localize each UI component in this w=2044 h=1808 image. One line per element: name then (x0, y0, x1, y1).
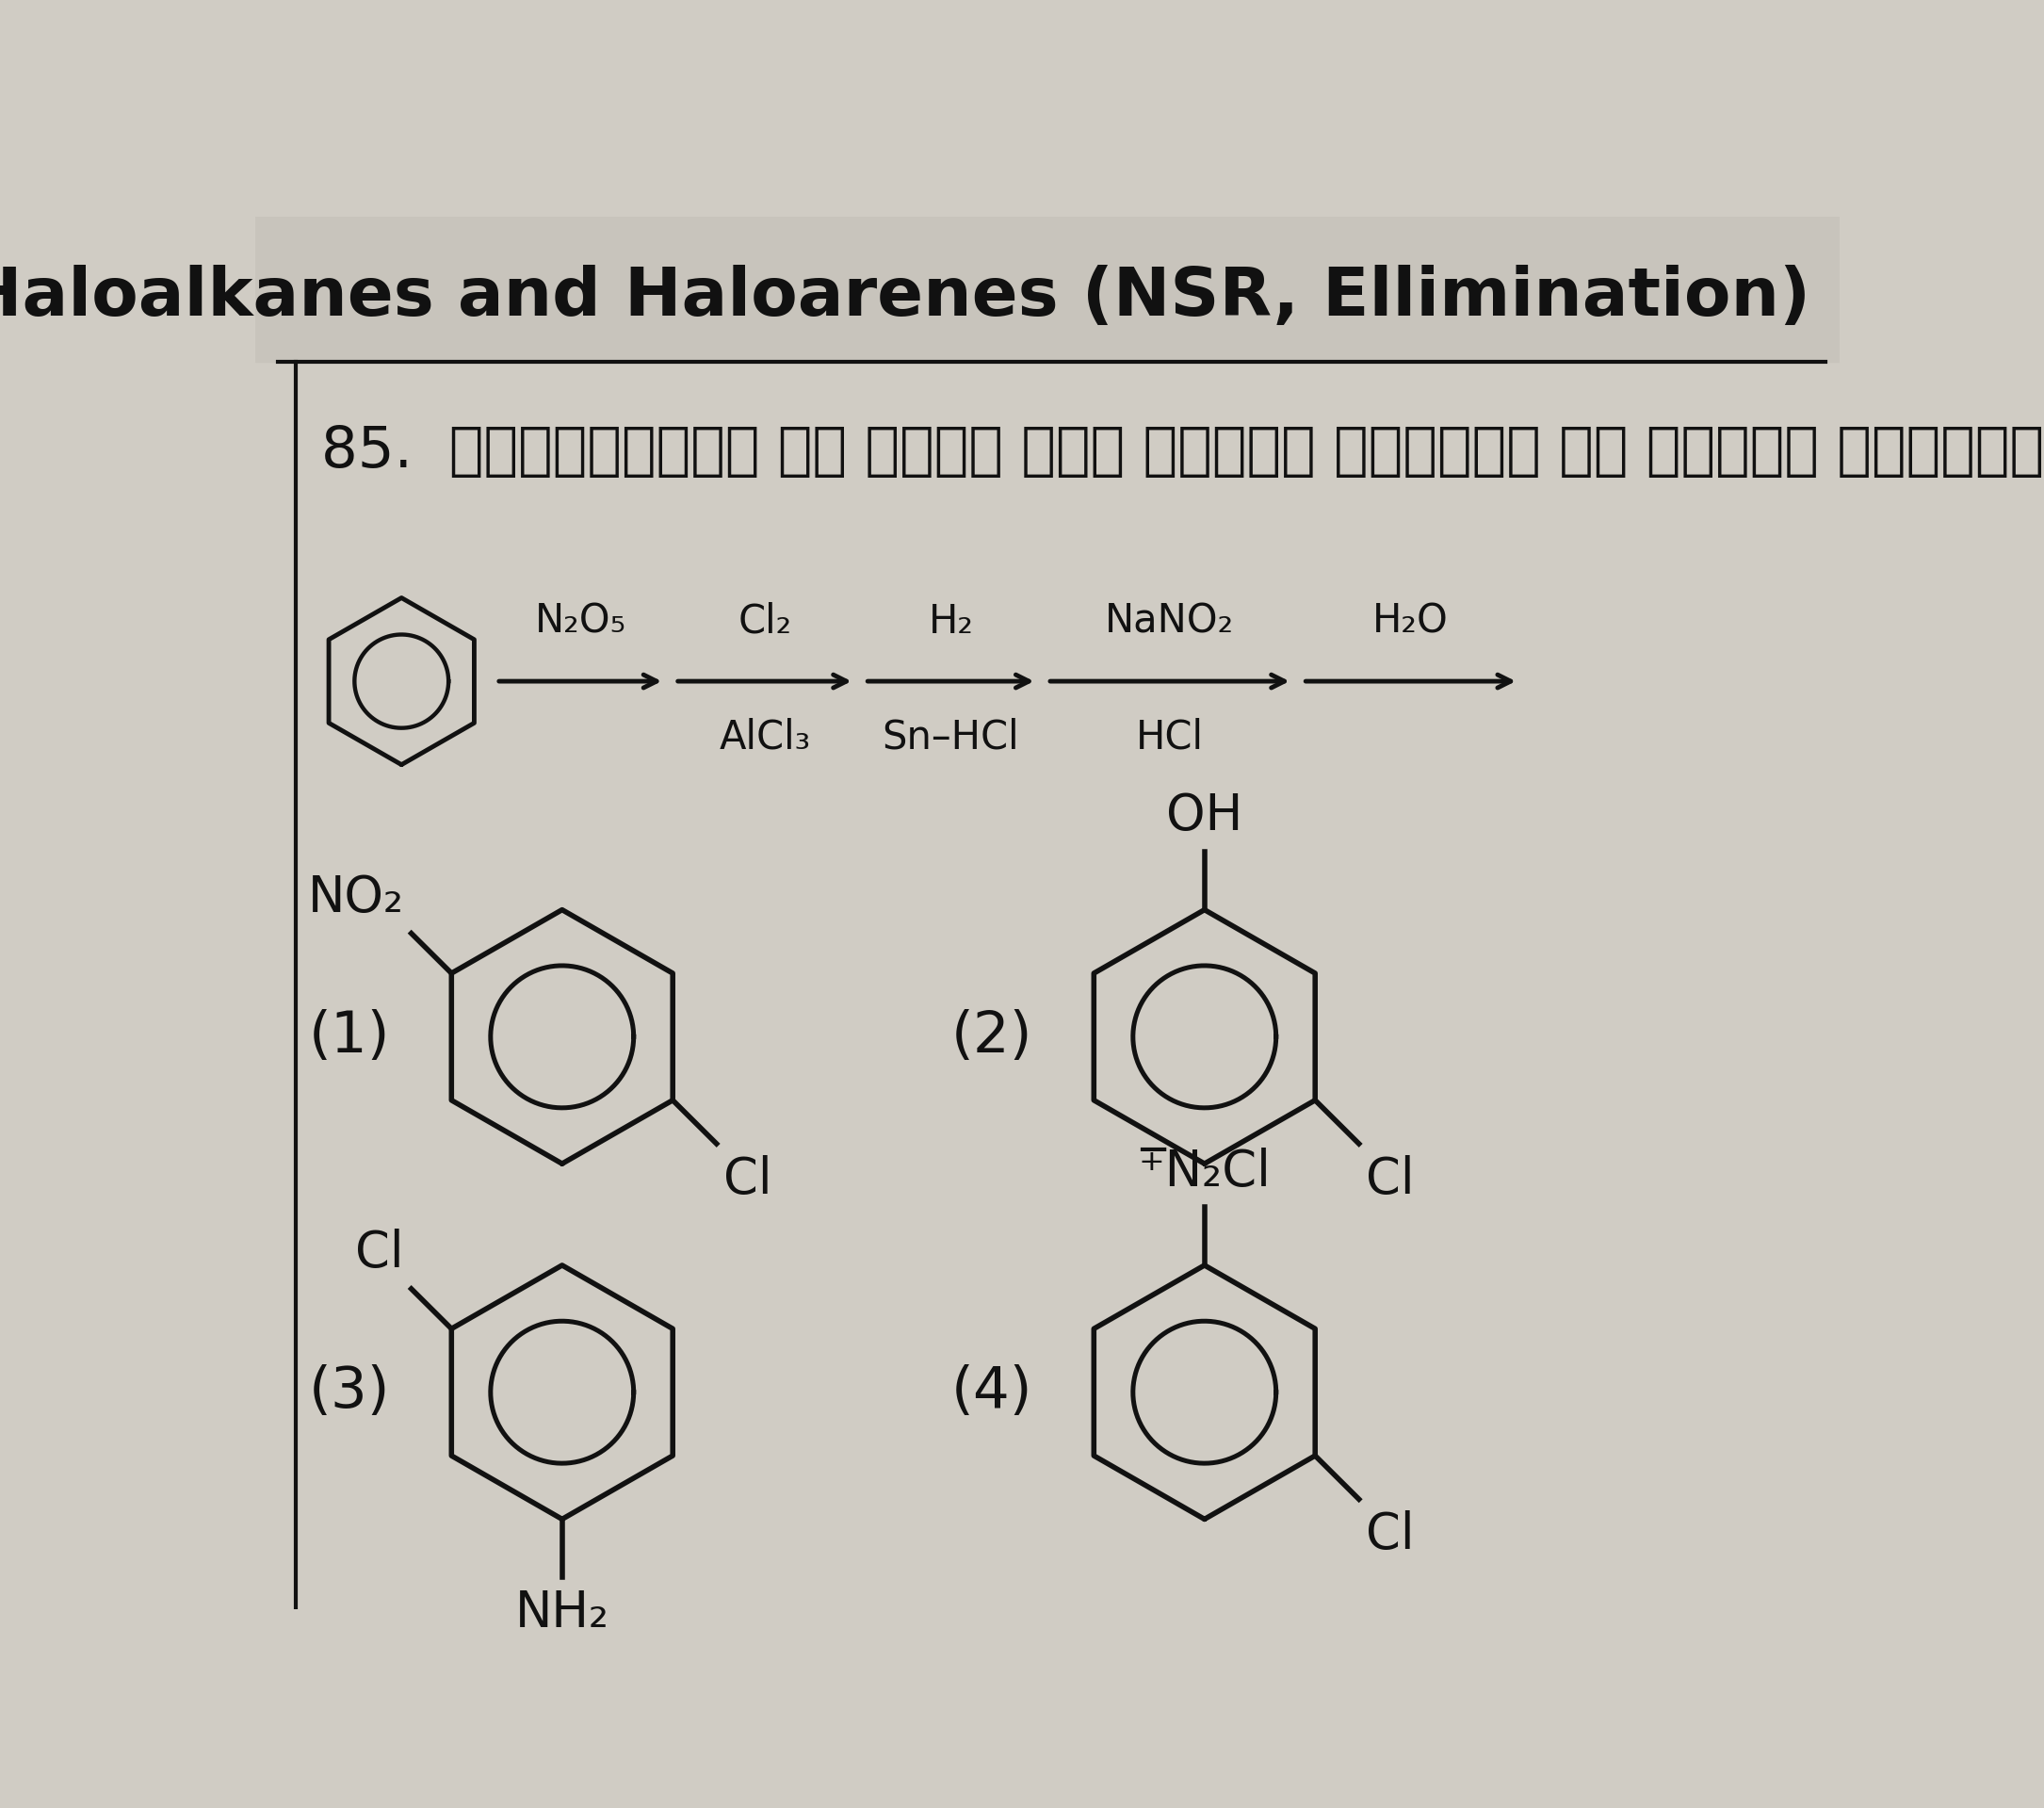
Text: ⁺̅N₂Cl: ⁺̅N₂Cl (1139, 1148, 1271, 1197)
Text: Cl: Cl (724, 1155, 773, 1204)
Text: (2): (2) (950, 1009, 1032, 1065)
Text: 85.  अभिक्रिया के क्रम में अंतिम उत्पाद की पहचान कीजिये –: 85. अभिक्रिया के क्रम में अंतिम उत्पाद क… (321, 423, 2044, 479)
Text: (3): (3) (309, 1365, 390, 1419)
Text: Cl₂: Cl₂ (738, 602, 791, 642)
Text: H₂O: H₂O (1374, 602, 1449, 642)
Text: H₂: H₂ (928, 602, 973, 642)
Text: NO₂: NO₂ (309, 873, 405, 922)
Text: HCl: HCl (1136, 718, 1204, 758)
Text: OH: OH (1167, 792, 1243, 841)
Text: Cl: Cl (356, 1229, 405, 1278)
Bar (256, 217, 1840, 362)
Text: Sn–HCl: Sn–HCl (883, 718, 1020, 758)
Text: ter-10 : Haloalkanes and Haloarenes (NSR, Ellimination): ter-10 : Haloalkanes and Haloarenes (NSR… (0, 264, 1811, 329)
Text: Cl: Cl (1365, 1155, 1414, 1204)
Text: (4): (4) (950, 1365, 1032, 1419)
Text: Cl: Cl (1365, 1510, 1414, 1558)
Text: (1): (1) (309, 1009, 390, 1065)
Text: N₂O₅: N₂O₅ (536, 602, 625, 642)
Text: NaNO₂: NaNO₂ (1106, 602, 1235, 642)
Text: NH₂: NH₂ (515, 1587, 609, 1636)
Text: AlCl₃: AlCl₃ (719, 718, 811, 758)
